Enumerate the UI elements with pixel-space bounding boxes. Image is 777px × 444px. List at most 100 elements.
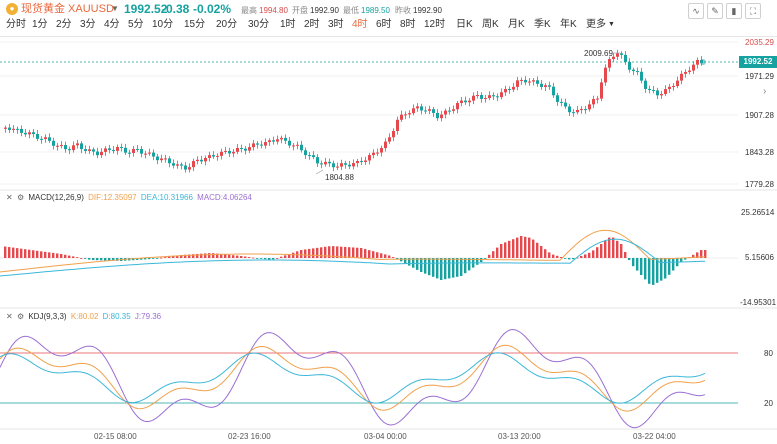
candle-body (104, 148, 107, 152)
candle-body (688, 70, 691, 72)
period-tab[interactable]: 5分 (128, 19, 144, 30)
macd-bar (80, 258, 83, 259)
candle-body (92, 149, 95, 152)
caret-down-icon[interactable]: ▼ (111, 4, 119, 13)
macd-bar (668, 258, 671, 275)
macd-bar (420, 258, 423, 272)
candle-body (576, 109, 579, 113)
period-tab[interactable]: 2时 (304, 19, 320, 30)
candle-body (228, 150, 231, 154)
candle-body (88, 149, 91, 151)
macd-y-label: 5.15606 (745, 253, 774, 262)
candle-body (40, 138, 43, 140)
period-tab[interactable]: 季K (534, 19, 551, 30)
kdj-d: D:80.35 (102, 312, 131, 321)
candle-body (180, 164, 183, 166)
period-tab[interactable]: 1时 (280, 19, 296, 30)
candle-body (340, 163, 343, 167)
period-tab[interactable]: 年K (560, 19, 577, 30)
macd-dea-line (0, 238, 706, 277)
candle-body (492, 95, 495, 97)
period-tab[interactable]: 分时 (6, 19, 26, 30)
candle-body (204, 158, 207, 162)
macd-bar (532, 239, 535, 258)
period-tab[interactable]: 3时 (328, 19, 344, 30)
period-tab[interactable]: 30分 (248, 19, 270, 30)
macd-bar (384, 254, 387, 258)
gear-icon[interactable]: ⚙ (16, 312, 25, 321)
close-icon[interactable]: ✕ (6, 312, 13, 321)
macd-bar (336, 246, 339, 258)
candle-body (68, 149, 71, 151)
period-tab[interactable]: 4时 (352, 19, 368, 30)
macd-bar (36, 250, 39, 258)
period-tab[interactable]: 2分 (56, 19, 72, 30)
candle-body (172, 163, 175, 166)
candle-body (452, 109, 455, 111)
macd-bar (456, 258, 459, 277)
period-tab[interactable]: 8时 (400, 19, 416, 30)
candle-body (32, 132, 35, 135)
period-tab[interactable]: 3分 (80, 19, 96, 30)
macd-bar (232, 255, 235, 258)
macd-bar (356, 247, 359, 258)
macd-bar (476, 258, 479, 265)
period-tab[interactable]: 15分 (184, 19, 206, 30)
high-value: 1994.80 (259, 6, 288, 15)
period-tab[interactable]: 1分 (32, 19, 48, 30)
candle-body (296, 144, 299, 146)
period-tab[interactable]: 20分 (216, 19, 238, 30)
macd-bar (144, 258, 147, 260)
candle-body (328, 161, 331, 164)
macd-bar (64, 254, 67, 258)
macd-bar (16, 248, 19, 258)
line-chart-icon[interactable]: ∿ (688, 3, 704, 19)
period-tab[interactable]: 10分 (152, 19, 174, 30)
gear-icon[interactable]: ⚙ (16, 193, 25, 202)
macd-bar (664, 258, 667, 279)
macd-bar (192, 254, 195, 258)
macd-bar (24, 249, 27, 258)
period-tab[interactable]: 月K (508, 19, 525, 30)
macd-bar (560, 257, 563, 258)
candle-body (548, 85, 551, 87)
candle-body (384, 141, 387, 149)
period-tab[interactable]: 日K (456, 19, 473, 30)
candle-body (600, 82, 603, 99)
candle-body (80, 143, 83, 150)
quote-header: ● 现货黄金 XAUUSD ▼ 1992.52 -0.38 -0.02% 最高 … (0, 0, 777, 19)
candle-body (256, 143, 259, 145)
period-tab[interactable]: 12时 (424, 19, 446, 30)
candle-body (480, 95, 483, 99)
macd-bar (572, 258, 575, 260)
candle-body (656, 90, 659, 96)
candle-body (644, 80, 647, 89)
macd-bar (444, 258, 447, 280)
candle-body (440, 114, 443, 119)
macd-bar (592, 250, 595, 258)
y-label: 1779.28 (745, 180, 774, 189)
prevclose-label: 昨收 (395, 6, 411, 15)
chevron-right-icon[interactable]: › (763, 86, 767, 97)
candlestick-icon[interactable]: ▮ (726, 3, 742, 19)
period-tab[interactable]: 更多 (586, 19, 606, 30)
pencil-icon[interactable]: ✎ (707, 3, 723, 19)
close-icon[interactable]: ✕ (6, 193, 13, 202)
macd-bar (228, 254, 231, 258)
period-tab[interactable]: 6时 (376, 19, 392, 30)
caret-down-icon[interactable]: ▼ (608, 21, 615, 28)
candle-body (476, 95, 479, 97)
macd-title: MACD(12,26,9) (28, 193, 84, 202)
fullscreen-icon[interactable]: ⛶ (745, 3, 761, 19)
macd-bar (672, 258, 675, 271)
period-tab[interactable]: 4分 (104, 19, 120, 30)
symbol-name[interactable]: 现货黄金 XAUUSD (21, 3, 114, 15)
macd-bar (328, 246, 331, 258)
period-tab[interactable]: 周K (482, 19, 499, 30)
macd-bar (56, 253, 59, 258)
macd-bar (700, 250, 703, 258)
macd-bar (424, 258, 427, 274)
macd-bar (624, 252, 627, 258)
candle-body (444, 110, 447, 115)
